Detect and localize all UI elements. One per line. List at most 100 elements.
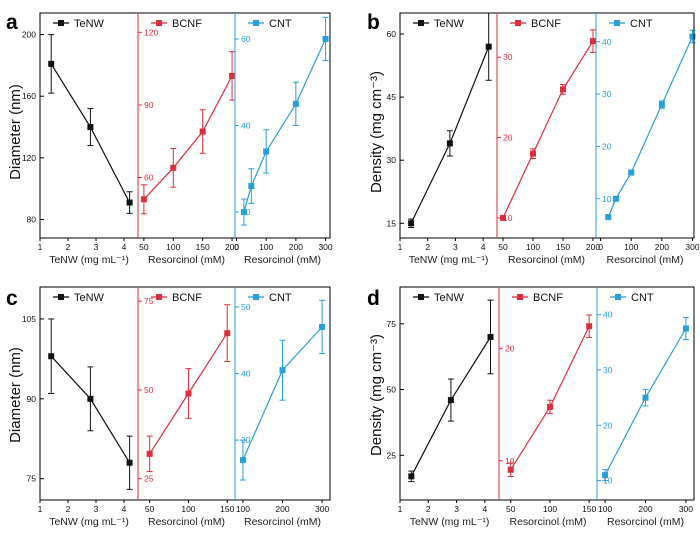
x-tick-label: 150 (196, 242, 210, 252)
y-tick-label: 40 (603, 310, 613, 320)
plot-frame (399, 286, 695, 501)
subplot-tenw: 80 120 160 200 1 2 3 4 TeNW (mg mL⁻¹) TeNW (22, 13, 133, 266)
legend-marker (58, 20, 64, 26)
y-tick-label: 80 (27, 215, 37, 225)
x-tick-label: 150 (556, 242, 570, 252)
series-line (510, 325, 590, 471)
data-point (689, 33, 696, 40)
y-tick-label: 60 (387, 29, 397, 39)
data-point (87, 395, 94, 402)
data-point (185, 390, 192, 397)
x-tick-label: 300 (315, 504, 329, 514)
x-axis-title: Resorcinol (mM) (148, 254, 225, 266)
y-tick-label: 20 (603, 420, 613, 430)
x-tick-label: 150 (220, 504, 234, 514)
legend-marker (253, 294, 259, 300)
panel-letter: d (367, 287, 380, 310)
data-point (487, 333, 494, 340)
data-point (500, 214, 506, 221)
x-tick-label: 2 (66, 504, 71, 514)
x-tick-label: 200 (638, 504, 652, 514)
x-tick-label: 100 (624, 242, 638, 252)
y-tick-label: 60 (144, 173, 154, 183)
data-point (146, 450, 153, 457)
x-axis-title: TeNW (mg mL⁻¹) (49, 516, 129, 528)
x-tick-label: 300 (679, 504, 693, 514)
subplot-tenw: 15 30 45 60 1 2 3 4 TeNW (mg mL⁻¹) TeNW (387, 12, 492, 266)
x-axis-title: Resorcinol (mM) (606, 254, 683, 266)
x-tick-label: 3 (94, 504, 99, 514)
y-tick-label: 50 (144, 385, 154, 395)
y-tick-label: 50 (387, 385, 397, 395)
data-point (658, 101, 665, 108)
y-tick-label: 90 (27, 394, 37, 404)
data-point (605, 214, 612, 221)
data-point (279, 367, 286, 374)
panel-letter: b (367, 11, 380, 34)
legend-label: CNT (630, 18, 653, 30)
x-tick-label: 200 (275, 504, 289, 514)
x-tick-label: 2 (426, 504, 431, 514)
subplot-tenw: 75 90 105 1 2 3 4 TeNW (mg mL⁻¹) TeNW (22, 287, 133, 528)
panel-a: a Diameter (nm) 80 120 160 200 1 2 3 4 TeNW (mg mL… (6, 11, 333, 266)
data-point (642, 394, 649, 401)
plot-frame (399, 12, 695, 239)
panel-letter: c (6, 287, 18, 310)
legend-label: BCNF (172, 292, 202, 304)
data-point (546, 403, 553, 410)
panel-c: c Diameter (nm) 75 90 105 1 2 3 4 TeNW (mg mL⁻¹) T… (6, 286, 331, 528)
data-point (48, 353, 55, 360)
y-tick-label: 10 (503, 213, 513, 223)
x-tick-label: 1 (38, 504, 43, 514)
x-axis-title: Resorcinol (mM) (509, 516, 586, 528)
series-line (607, 36, 694, 218)
data-point (263, 148, 270, 155)
y-tick-label: 60 (241, 34, 251, 44)
plot-frame (39, 286, 331, 501)
y-tick-label: 25 (144, 474, 154, 484)
x-axis-title: TeNW (mg mL⁻¹) (409, 254, 489, 266)
data-point (240, 209, 247, 216)
x-tick-label: 2 (425, 242, 430, 252)
data-point (530, 150, 536, 157)
x-axis-title: Resorcinol (mM) (148, 516, 225, 528)
x-tick-label: 100 (543, 504, 557, 514)
y-tick-label: 40 (241, 369, 251, 379)
x-tick-label: 100 (166, 242, 180, 252)
legend-marker (58, 294, 64, 300)
x-tick-label: 100 (259, 242, 273, 252)
x-tick-label: 1 (398, 504, 403, 514)
data-point (292, 100, 299, 107)
data-point (507, 466, 514, 473)
x-tick-label: 200 (289, 242, 303, 252)
data-point (239, 457, 246, 464)
series-line (143, 75, 233, 200)
legend-label: BCNF (172, 18, 202, 30)
data-point (682, 325, 689, 332)
x-tick-label: 200 (225, 242, 239, 252)
plot-frame (39, 12, 331, 239)
subplot-bcnf: 25 50 75 50 100 150 Resorcinol (mM) BCNF (137, 287, 235, 528)
x-tick-label: 3 (454, 504, 459, 514)
y-axis-title: Density (mg cm⁻³) (368, 71, 385, 193)
data-point (408, 473, 415, 480)
legend-label: TeNW (74, 292, 105, 304)
y-tick-label: 30 (602, 89, 612, 99)
y-tick-label: 50 (241, 302, 251, 312)
legend-marker (156, 294, 162, 300)
data-point (229, 72, 236, 79)
legend-label: CNT (269, 292, 292, 304)
data-point (560, 86, 566, 93)
y-axis-title: Diameter (nm) (7, 347, 24, 443)
data-point (628, 169, 635, 176)
x-tick-label: 50 (498, 242, 508, 252)
data-point (199, 128, 206, 135)
x-tick-label: 100 (598, 504, 612, 514)
x-axis-title: Resorcinol (mM) (244, 516, 321, 528)
x-tick-label: 100 (236, 504, 250, 514)
legend-marker (615, 294, 621, 300)
y-tick-label: 75 (387, 319, 397, 329)
y-tick-label: 25 (387, 450, 397, 460)
